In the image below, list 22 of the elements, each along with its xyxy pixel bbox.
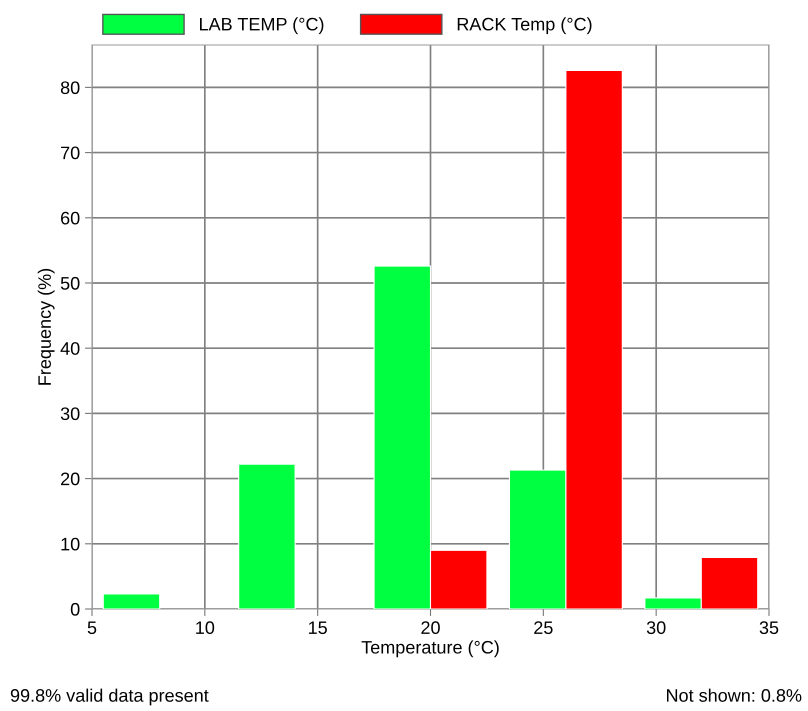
x-axis-title: Temperature (°C) (362, 640, 499, 658)
text: 99.8% valid data present (10, 688, 209, 706)
x-tick-label: 35 (760, 621, 778, 634)
x-tick-label: 25 (534, 621, 553, 634)
y-tick-label: 20 (61, 472, 80, 486)
y-tick-label: 40 (60, 342, 80, 355)
x-tick-label: 20 (421, 621, 440, 634)
x-tick-label: 15 (309, 621, 327, 634)
x-tick-label: 10 (196, 621, 214, 634)
legend-label: LAB TEMP (°C) (200, 17, 324, 34)
text: Not shown: 0.8% (666, 688, 802, 702)
x-tick-label: 5 (88, 621, 96, 634)
y-tick-label: 10 (61, 538, 80, 551)
legend-label: RACK Temp (°C) (458, 17, 592, 34)
y-tick-label: 0 (70, 602, 80, 616)
y-tick-label: 70 (61, 146, 80, 160)
y-tick-label: 60 (61, 212, 80, 225)
y-tick-label: 50 (60, 276, 80, 290)
y-axis-title: Frequency (%) (38, 268, 55, 385)
y-tick-label: 30 (60, 407, 80, 420)
y-tick-label: 80 (60, 81, 80, 94)
x-tick-label: 30 (646, 621, 666, 634)
